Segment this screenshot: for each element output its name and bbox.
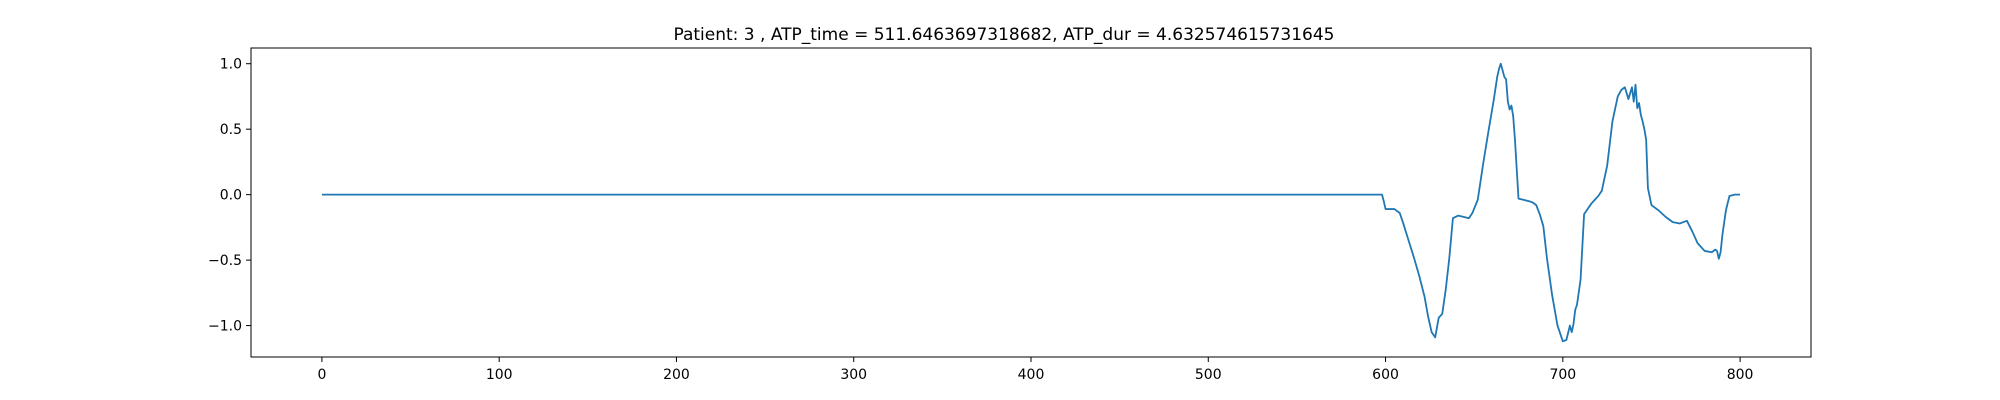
x-tick-label: 300 bbox=[840, 367, 867, 383]
series-line bbox=[321, 62, 1741, 343]
plot-frame bbox=[250, 47, 1812, 358]
chart-title: Patient: 3 , ATP_time = 511.646369731868… bbox=[673, 25, 1334, 45]
y-tick-label: −0.5 bbox=[208, 253, 242, 269]
y-tick-label: 1.0 bbox=[220, 57, 242, 73]
x-tick-label: 200 bbox=[663, 367, 690, 383]
axis-ticks: 0 100 200 300 400 500 600 700 800 1.0 0.5 0.0 −0.5 −1… bbox=[208, 57, 1753, 383]
x-tick-label: 400 bbox=[1018, 367, 1045, 383]
x-tick-label: 600 bbox=[1372, 367, 1399, 383]
x-tick-label: 0 bbox=[317, 367, 326, 383]
y-tick-label: −1.0 bbox=[208, 319, 242, 335]
plot-series bbox=[321, 62, 1741, 343]
y-tick-label: 0.5 bbox=[220, 122, 242, 138]
y-tick-label: 0.0 bbox=[220, 188, 242, 204]
x-tick-label: 100 bbox=[486, 367, 513, 383]
x-tick-label: 500 bbox=[1195, 367, 1222, 383]
x-tick-label: 800 bbox=[1727, 367, 1754, 383]
x-tick-label: 700 bbox=[1549, 367, 1576, 383]
